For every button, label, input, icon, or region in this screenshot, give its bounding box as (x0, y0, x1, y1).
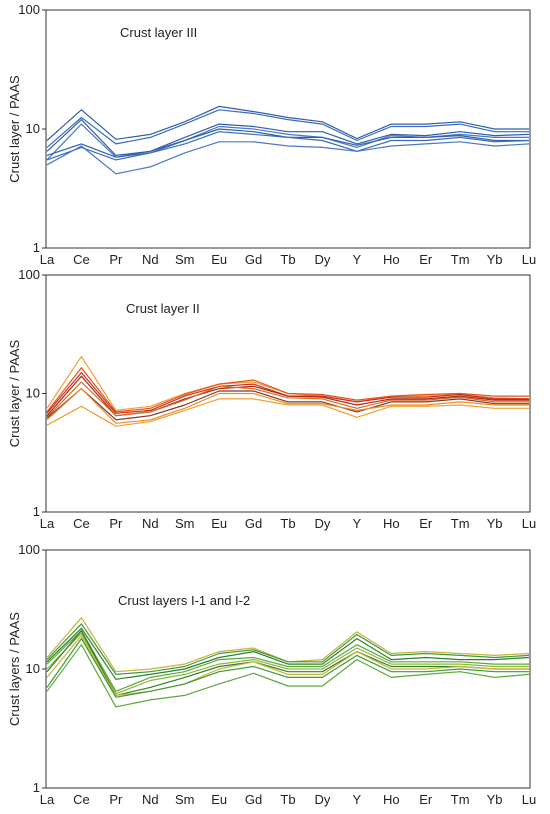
series-line-3 (46, 118, 530, 156)
series-line-7 (46, 635, 529, 697)
x-tick-label: Lu (522, 252, 536, 267)
x-tick-label: Tb (280, 792, 295, 807)
x-tick-label: La (40, 252, 55, 267)
panel-title: Crust layer III (120, 25, 197, 40)
x-tick-label: Yb (487, 792, 503, 807)
series-line-1 (46, 105, 529, 141)
x-tick-label: Sm (175, 252, 195, 267)
series-line-2 (46, 623, 530, 676)
series-line-5 (46, 381, 529, 418)
y-tick-label: 1 (33, 504, 40, 519)
x-tick-label: Tb (280, 516, 295, 531)
x-tick-label: Ho (383, 516, 400, 531)
panel-2: 1 10 100 La Ce Pr Nd Sm Eu Gd Tb Dy Y Ho Er Tm Yb Lu Crust… (7, 267, 536, 531)
panel-title: Crust layer II (126, 301, 200, 316)
x-tick-label: Tm (451, 516, 470, 531)
x-tick-label: Gd (245, 252, 262, 267)
x-tick-label: Y (353, 792, 362, 807)
x-tick-label: Tb (280, 252, 295, 267)
series-line-9 (46, 644, 530, 708)
series-line-8 (46, 637, 529, 698)
y-axis-label: Crust layer / PAAS (7, 339, 22, 447)
x-tick-label: Y (353, 516, 362, 531)
x-tick-label: Lu (522, 792, 536, 807)
x-tick-label: Pr (109, 252, 123, 267)
x-tick-label: Pr (109, 792, 123, 807)
series-line-2 (46, 367, 529, 413)
panel-1: 1 10 100 La Ce Pr Nd Sm Eu Gd Tb Dy Y Ho Er Tm Yb Lu Crust… (7, 2, 536, 267)
x-tick-label: Ho (383, 252, 400, 267)
series-line-8 (46, 398, 529, 427)
y-tick-label: 1 (33, 240, 40, 255)
x-tick-label: Eu (211, 792, 227, 807)
x-tick-label: Ce (73, 252, 90, 267)
y-tick-label: 10 (26, 661, 40, 676)
y-tick-label: 10 (26, 386, 40, 401)
x-tick-label: La (40, 792, 55, 807)
x-tick-label: Pr (109, 516, 123, 531)
y-axis-label: Crust layers / PAAS (7, 612, 22, 726)
plot-frame (45, 9, 531, 249)
x-tick-label: Sm (175, 792, 195, 807)
x-tick-label: Gd (245, 792, 262, 807)
series-line-7 (46, 141, 530, 175)
series-line-6 (46, 388, 529, 421)
series-line-6 (46, 630, 529, 697)
x-tick-label: Yb (487, 516, 503, 531)
x-tick-label: Dy (314, 792, 330, 807)
series-line-4 (46, 630, 529, 692)
y-tick-label: 100 (18, 267, 40, 282)
x-tick-label: Er (419, 252, 433, 267)
x-tick-label: La (40, 516, 55, 531)
y-tick-label: 100 (18, 2, 40, 17)
x-tick-label: Eu (211, 252, 227, 267)
x-tick-label: Dy (314, 516, 330, 531)
series-line-3 (46, 627, 530, 680)
x-tick-label: Sm (175, 516, 195, 531)
series-line-2 (46, 109, 529, 148)
panel-title: Crust layers I-1 and I-2 (118, 593, 250, 608)
y-tick-label: 100 (18, 542, 40, 557)
x-tick-label: Er (419, 516, 433, 531)
x-tick-label: Nd (142, 252, 159, 267)
x-tick-label: Yb (487, 252, 503, 267)
y-tick-label: 10 (26, 121, 40, 136)
x-tick-label: Nd (142, 792, 159, 807)
x-tick-label: Er (419, 792, 433, 807)
series-line-5 (46, 632, 529, 695)
x-tick-label: Eu (211, 516, 227, 531)
x-tick-label: Tm (451, 252, 470, 267)
panel-3: 1 10 100 La Ce Pr Nd Sm Eu Gd Tb Dy Y Ho Er Tm Yb Lu Crust… (7, 542, 536, 807)
x-tick-label: Nd (142, 516, 159, 531)
x-tick-label: Dy (314, 252, 330, 267)
x-tick-label: Gd (245, 516, 262, 531)
y-tick-label: 1 (33, 780, 40, 795)
x-tick-label: Y (353, 252, 362, 267)
x-tick-label: Ce (73, 516, 90, 531)
x-tick-label: Ho (383, 792, 400, 807)
series-line-7 (46, 388, 529, 424)
y-axis-label: Crust layer / PAAS (7, 75, 22, 183)
series-line-6 (46, 131, 530, 161)
x-tick-label: Tm (451, 792, 470, 807)
x-tick-label: Lu (522, 516, 536, 531)
x-tick-label: Ce (73, 792, 90, 807)
